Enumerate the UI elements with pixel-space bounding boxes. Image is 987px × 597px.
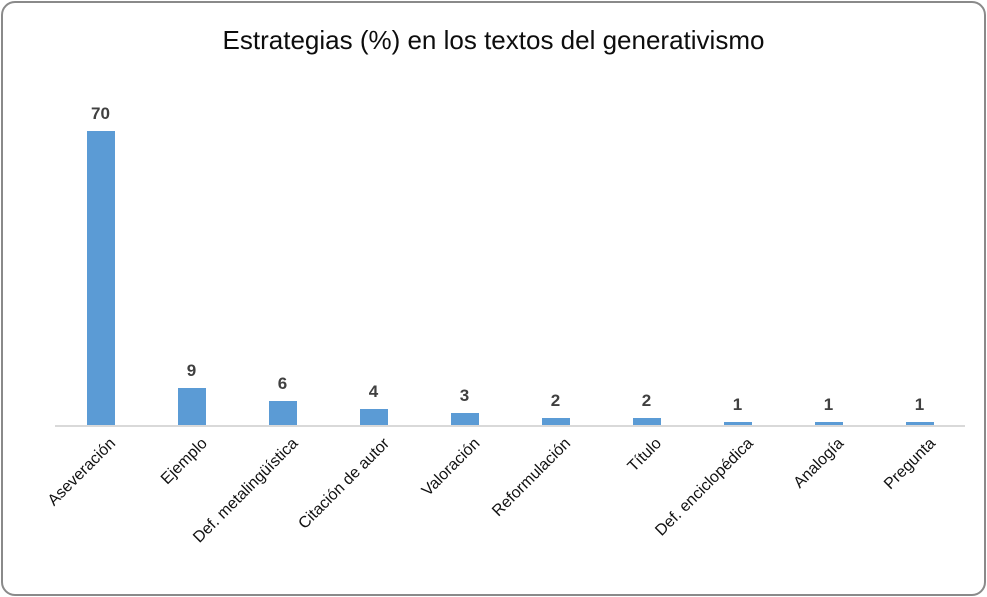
bar xyxy=(359,409,388,426)
bar-value-label: 1 xyxy=(732,394,743,414)
bar-value-label: 1 xyxy=(823,394,834,414)
bar xyxy=(905,421,934,426)
bar-value-label: 1 xyxy=(914,394,925,414)
x-axis-line xyxy=(55,425,965,427)
bar xyxy=(632,417,661,426)
bar-value-label: 9 xyxy=(186,361,197,381)
chart-title: Estrategias (%) en los textos del genera… xyxy=(222,25,765,55)
bar xyxy=(177,388,206,426)
bar xyxy=(541,417,570,426)
bar xyxy=(723,421,752,426)
bar-value-label: 70 xyxy=(91,104,110,123)
bar-value-label: 6 xyxy=(277,373,288,393)
plot-area: 70 9 6 4 3 2 2 1 1 1 xyxy=(55,83,965,426)
bar-value-label: 4 xyxy=(368,382,379,402)
bar-value-label: 2 xyxy=(641,390,652,410)
bar xyxy=(814,421,843,426)
bar-value-label: 3 xyxy=(459,386,470,406)
bar-value-label: 2 xyxy=(550,390,561,410)
bar xyxy=(450,413,479,426)
bar xyxy=(86,131,115,426)
bar xyxy=(268,400,297,426)
